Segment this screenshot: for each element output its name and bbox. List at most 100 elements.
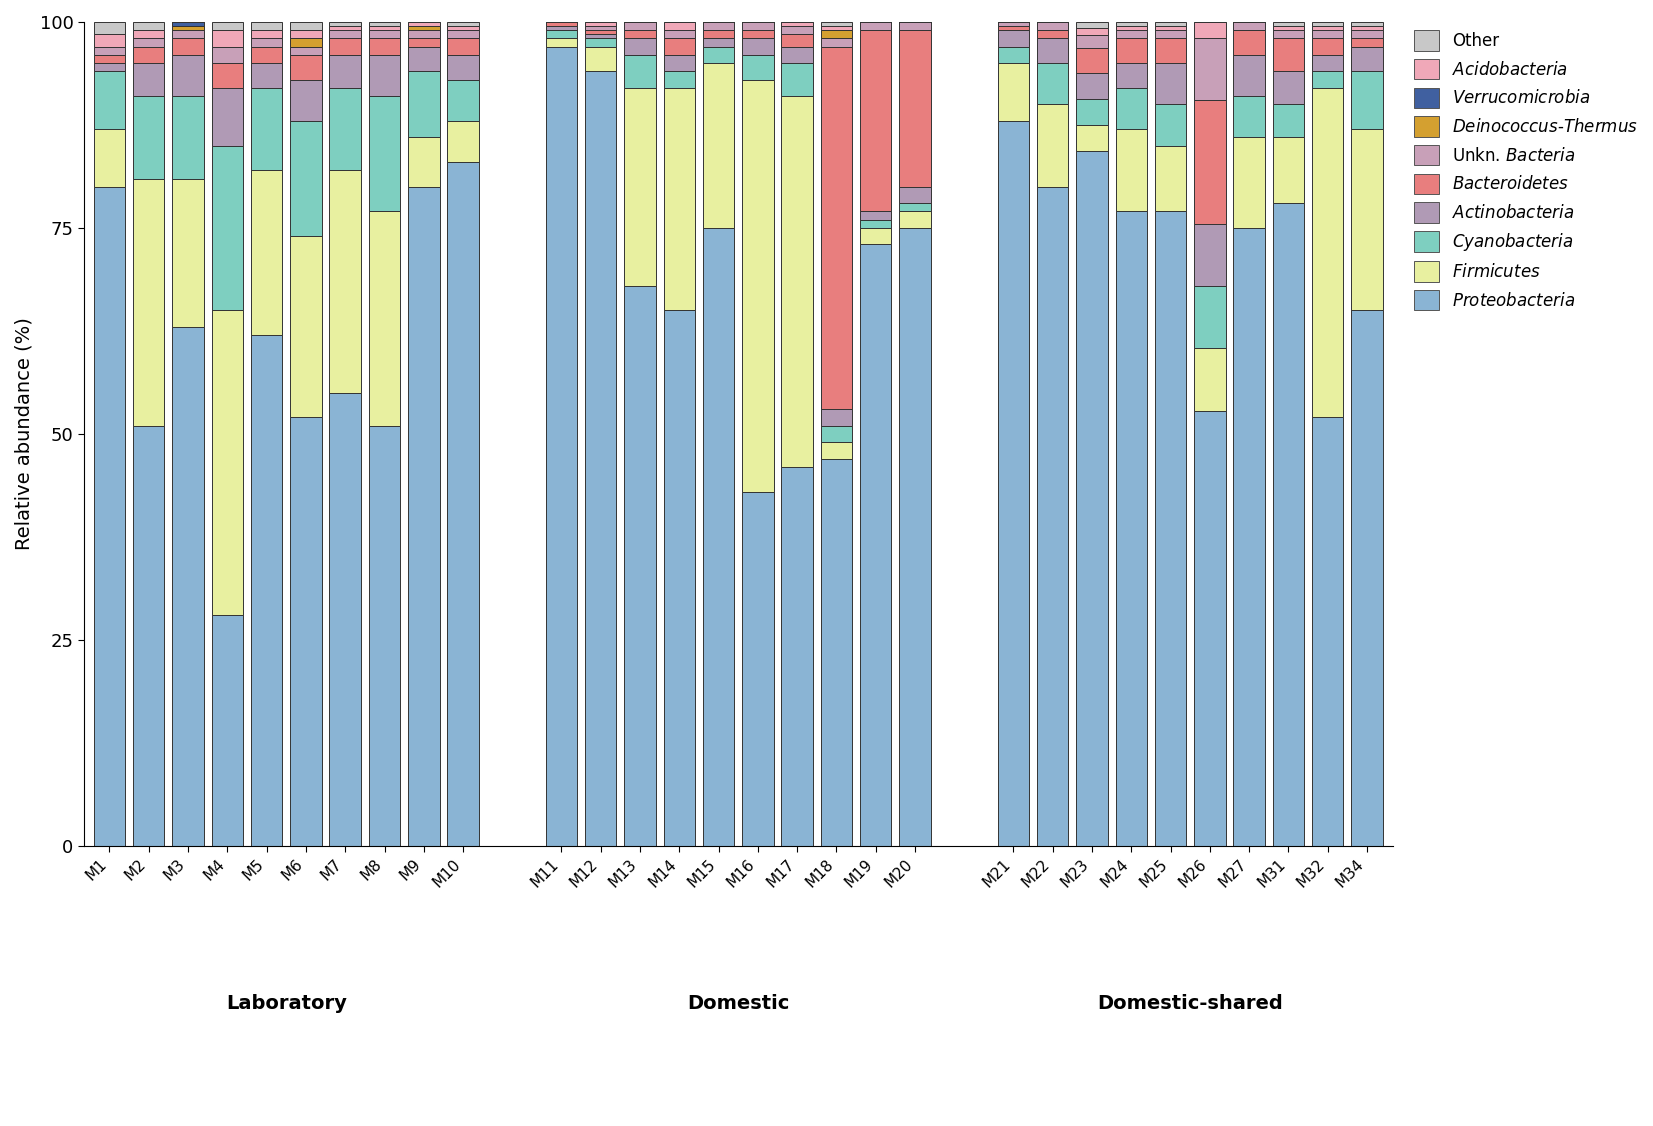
Bar	[369, 38, 400, 55]
Bar	[329, 55, 360, 88]
Bar	[94, 35, 126, 46]
Bar	[1312, 26, 1344, 30]
Bar	[1076, 28, 1108, 35]
Bar	[448, 23, 479, 26]
Bar	[448, 26, 479, 30]
Bar	[448, 120, 479, 162]
Bar	[448, 162, 479, 846]
Bar	[1076, 99, 1108, 125]
Bar	[1312, 23, 1344, 26]
Bar	[448, 30, 479, 38]
Bar	[899, 227, 931, 846]
Bar	[1076, 125, 1108, 151]
Bar	[172, 23, 203, 26]
Bar	[545, 26, 577, 30]
Bar	[625, 30, 656, 38]
Bar	[860, 244, 891, 846]
Bar	[1351, 311, 1384, 846]
Bar	[212, 23, 243, 30]
Bar	[94, 63, 126, 71]
Bar	[1193, 37, 1225, 100]
Bar	[822, 46, 853, 409]
Bar	[172, 38, 203, 55]
Bar	[545, 38, 577, 46]
Bar	[132, 426, 164, 846]
Bar	[1116, 38, 1147, 63]
Bar	[585, 30, 617, 35]
Bar	[1116, 30, 1147, 38]
Bar	[1036, 23, 1068, 30]
Bar	[625, 286, 656, 846]
Bar	[860, 220, 891, 227]
Bar	[94, 71, 126, 129]
Bar	[94, 55, 126, 63]
Bar	[1233, 227, 1265, 846]
Bar	[585, 23, 617, 26]
Bar	[369, 212, 400, 426]
Bar	[132, 96, 164, 179]
Bar	[408, 38, 440, 46]
Bar	[408, 23, 440, 26]
Bar	[1233, 96, 1265, 137]
Text: Domestic-shared: Domestic-shared	[1098, 994, 1283, 1013]
Bar	[1076, 151, 1108, 846]
Bar	[1351, 30, 1384, 38]
Bar	[782, 35, 813, 46]
Bar	[998, 46, 1030, 63]
Bar	[1351, 129, 1384, 311]
Bar	[663, 30, 694, 38]
Y-axis label: Relative abundance (%): Relative abundance (%)	[15, 318, 35, 551]
Text: Domestic: Domestic	[688, 994, 790, 1013]
Bar	[1273, 204, 1304, 846]
Bar	[703, 46, 734, 63]
Bar	[1351, 46, 1384, 71]
Bar	[1155, 63, 1187, 105]
Bar	[408, 71, 440, 137]
Bar	[1312, 55, 1344, 71]
Bar	[1312, 38, 1344, 55]
Bar	[860, 227, 891, 244]
Bar	[1193, 100, 1225, 224]
Bar	[585, 46, 617, 71]
Bar	[860, 23, 891, 30]
Bar	[1036, 187, 1068, 846]
Bar	[291, 418, 322, 846]
Bar	[1036, 30, 1068, 38]
Bar	[291, 80, 322, 120]
Legend: Other, $\mathit{Acidobacteria}$, $\mathit{Verrucomicrobia}$, $\mathit{Deinococcu: Other, $\mathit{Acidobacteria}$, $\mathi…	[1413, 30, 1638, 311]
Bar	[212, 63, 243, 88]
Bar	[1076, 73, 1108, 99]
Bar	[822, 23, 853, 26]
Bar	[1273, 71, 1304, 105]
Bar	[408, 26, 440, 30]
Bar	[782, 96, 813, 467]
Bar	[172, 26, 203, 30]
Bar	[251, 88, 283, 170]
Bar	[1076, 47, 1108, 73]
Bar	[329, 23, 360, 26]
Bar	[742, 38, 774, 55]
Bar	[782, 23, 813, 26]
Bar	[998, 63, 1030, 120]
Bar	[625, 55, 656, 88]
Bar	[94, 129, 126, 187]
Bar	[899, 23, 931, 30]
Bar	[742, 30, 774, 38]
Bar	[585, 71, 617, 846]
Bar	[369, 26, 400, 30]
Bar	[369, 55, 400, 96]
Bar	[663, 88, 694, 311]
Bar	[822, 30, 853, 38]
Bar	[782, 26, 813, 35]
Bar	[369, 23, 400, 26]
Bar	[212, 30, 243, 46]
Bar	[585, 38, 617, 46]
Bar	[212, 46, 243, 63]
Bar	[860, 212, 891, 220]
Bar	[1193, 286, 1225, 348]
Bar	[545, 23, 577, 26]
Bar	[822, 409, 853, 426]
Bar	[545, 46, 577, 846]
Bar	[408, 137, 440, 187]
Bar	[1312, 88, 1344, 418]
